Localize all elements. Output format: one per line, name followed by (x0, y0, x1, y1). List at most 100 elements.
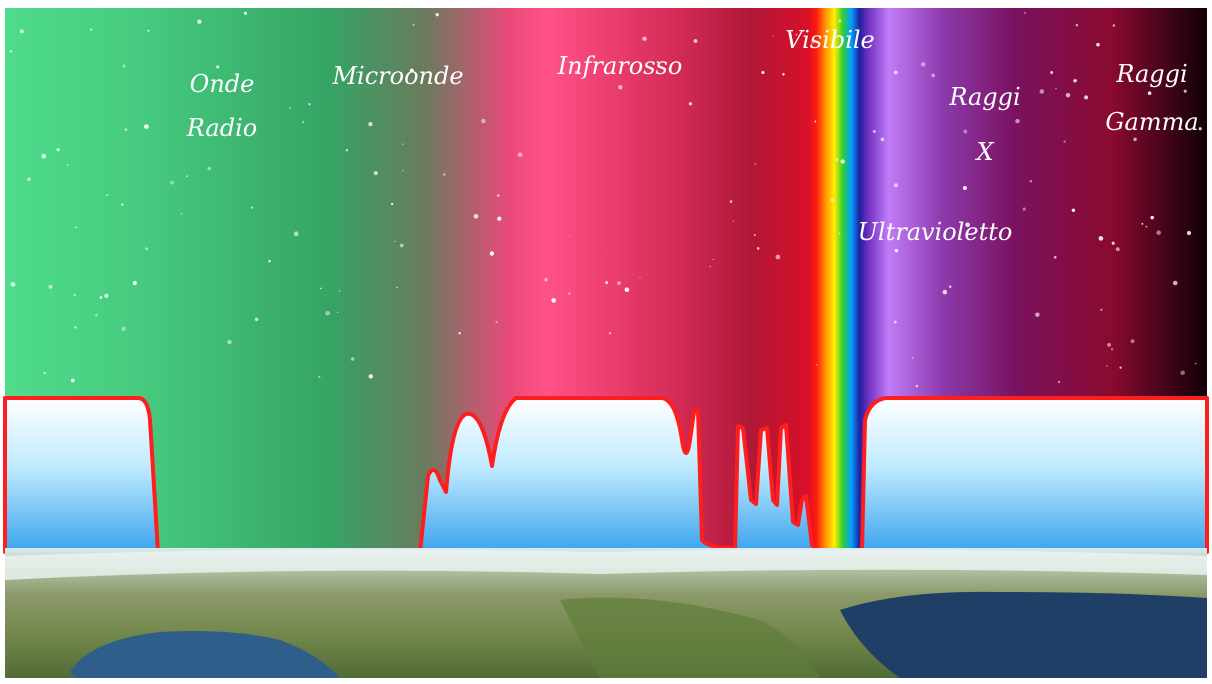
star (754, 162, 757, 165)
star (90, 28, 93, 31)
star (838, 19, 842, 23)
star (963, 129, 968, 134)
star (402, 143, 404, 145)
star (122, 64, 126, 68)
star (170, 180, 174, 185)
star (1183, 89, 1187, 93)
star (1112, 24, 1116, 27)
star (390, 202, 394, 206)
star (197, 19, 202, 24)
land-green (560, 597, 820, 678)
star (489, 251, 495, 256)
opacity-infrared (418, 396, 820, 554)
star (356, 71, 358, 74)
star (373, 171, 378, 176)
star (73, 294, 76, 296)
star (617, 281, 621, 285)
star (399, 243, 404, 248)
star (320, 287, 322, 290)
star (227, 339, 232, 345)
star (402, 169, 404, 172)
sea-left (70, 631, 340, 678)
star (775, 254, 781, 260)
star (325, 310, 330, 316)
star (473, 213, 479, 219)
star (412, 23, 415, 27)
opacity-curve (3, 396, 1209, 554)
star (1022, 207, 1026, 211)
star (1111, 241, 1115, 245)
star (1015, 118, 1020, 124)
star (318, 375, 321, 378)
star (1084, 95, 1089, 100)
label-line: Ultravioletto (858, 218, 1013, 246)
stars (9, 11, 1202, 388)
alps (5, 549, 1207, 580)
star (254, 317, 259, 321)
star (48, 284, 53, 289)
star (121, 326, 126, 332)
star (1029, 180, 1033, 183)
star (656, 61, 659, 64)
star (442, 173, 446, 176)
star (497, 194, 500, 197)
star (124, 128, 128, 132)
star (1150, 215, 1154, 220)
star (75, 226, 78, 229)
star (56, 148, 60, 152)
label-line: Infrarosso (557, 52, 683, 80)
star (144, 124, 149, 129)
star (244, 11, 247, 15)
star (1130, 339, 1135, 344)
star (517, 152, 523, 158)
star (1133, 137, 1137, 142)
star (293, 231, 299, 237)
star (1073, 79, 1077, 83)
star (931, 73, 936, 78)
star (350, 357, 355, 361)
star (394, 240, 396, 243)
star (495, 321, 498, 324)
star (1057, 380, 1061, 384)
star (145, 247, 149, 251)
star (1186, 230, 1192, 236)
star (1100, 308, 1103, 311)
star (368, 374, 373, 379)
star (1065, 93, 1071, 98)
star (132, 280, 137, 286)
label-line: Onde (190, 70, 255, 98)
star (814, 120, 817, 123)
star (435, 13, 439, 17)
star (761, 70, 765, 75)
star (912, 357, 914, 359)
star (1063, 140, 1066, 143)
star (772, 35, 774, 38)
star (840, 159, 845, 164)
star (729, 200, 733, 203)
star (1024, 12, 1026, 14)
label-line: Raggi (948, 83, 1020, 111)
star (709, 265, 712, 268)
star (1098, 236, 1104, 241)
label-line: Microonde (331, 62, 463, 90)
opacity-uv (860, 396, 1209, 554)
label-line: Radio (186, 114, 257, 142)
star (1119, 366, 1122, 369)
label-line: X (974, 138, 994, 166)
star (481, 118, 486, 124)
star (70, 378, 75, 383)
star (1145, 225, 1148, 228)
star (838, 232, 841, 235)
star (753, 234, 756, 236)
star (121, 203, 124, 206)
label-line: Raggi (1115, 60, 1187, 88)
star (185, 175, 189, 178)
label-line: Gamma (1105, 108, 1198, 136)
star (104, 293, 109, 298)
star (1198, 127, 1202, 131)
star (795, 33, 798, 36)
star (1039, 89, 1045, 94)
star (368, 122, 373, 127)
